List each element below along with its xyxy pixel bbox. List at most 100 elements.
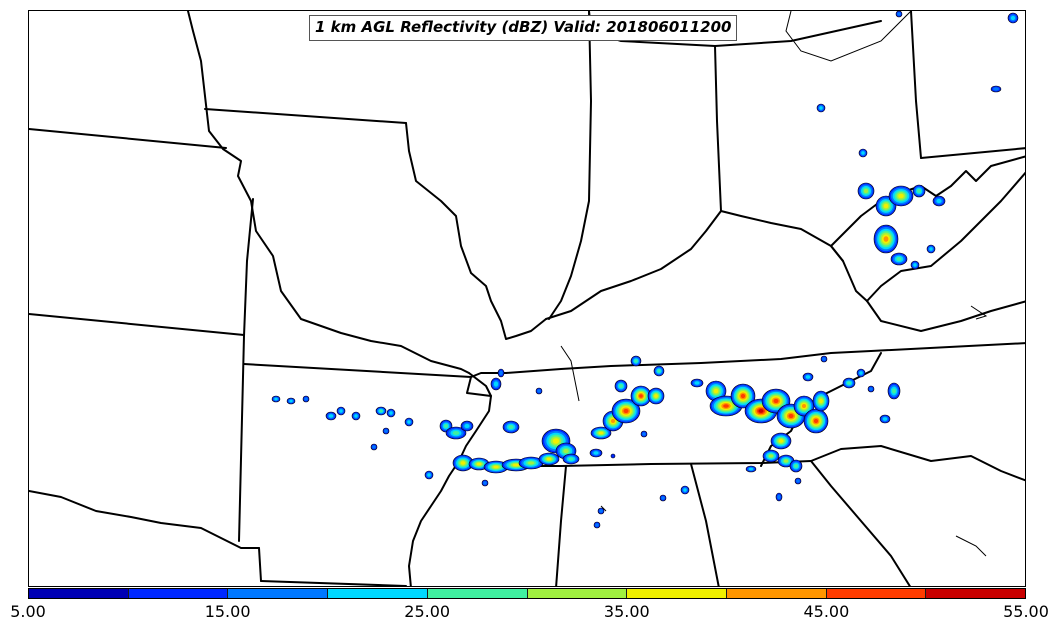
echo-cell	[883, 203, 889, 209]
echo-cell	[512, 463, 520, 467]
echo-cell	[802, 404, 806, 408]
echo-cell	[483, 481, 487, 485]
echo-cell	[476, 462, 482, 466]
echo-cell	[339, 409, 343, 413]
echo-cell	[654, 394, 658, 398]
echo-cell	[384, 429, 388, 433]
echo-cell	[379, 409, 383, 413]
echo-cell	[634, 359, 638, 363]
echo-cell	[598, 431, 604, 435]
echo-cell	[819, 106, 823, 110]
colorbar-segment	[328, 589, 428, 598]
colorbar-segment	[128, 589, 229, 598]
echo-cell	[595, 523, 599, 527]
echo-cell	[778, 439, 784, 443]
echo-cell	[783, 459, 789, 463]
map-title: 1 km AGL Reflectivity (dBZ) Valid: 20180…	[309, 15, 738, 41]
echo-cell	[740, 393, 746, 399]
echo-cell	[464, 423, 470, 429]
echo-cell	[552, 438, 560, 444]
echo-cell	[773, 398, 779, 404]
colorbar-tick-label: 35.00	[603, 602, 650, 621]
echo-cell	[869, 387, 873, 391]
echo-cell	[683, 488, 687, 492]
echo-cell	[694, 381, 700, 385]
echo-cell	[788, 413, 794, 419]
echo-cell	[407, 420, 411, 424]
echo-cell	[882, 417, 888, 421]
colorbar-tick-label: 55.00	[1003, 602, 1049, 621]
map-panel	[28, 10, 1026, 587]
echo-cell	[304, 397, 308, 401]
echo-cell	[805, 375, 811, 379]
colorbar-tick-label: 5.00	[10, 602, 46, 621]
echo-cell	[777, 494, 781, 500]
echo-cell	[639, 394, 643, 398]
echo-cell	[611, 419, 615, 423]
echo-cell	[913, 263, 917, 267]
echo-cell	[861, 151, 865, 155]
state-borders	[29, 11, 1025, 586]
echo-cell	[289, 399, 293, 403]
echo-cell	[444, 424, 448, 428]
echo-cell	[354, 414, 358, 418]
echo-cell	[427, 473, 431, 477]
echo-cell	[863, 188, 869, 194]
colorbar-segment	[726, 589, 827, 598]
echo-cell	[537, 389, 541, 393]
echo-cell	[508, 425, 514, 429]
colorbar-segment	[427, 589, 528, 598]
echo-cell	[623, 408, 629, 414]
echo-cell	[274, 397, 278, 401]
colorbar-tick-label: 15.00	[204, 602, 251, 621]
echo-cell	[768, 454, 774, 458]
colorbar-segment	[29, 589, 129, 598]
reflectivity-echoes	[271, 11, 1019, 529]
echo-cell	[599, 509, 603, 513]
echo-cell	[328, 414, 334, 418]
colorbar-segment	[826, 589, 927, 598]
echo-cell	[642, 432, 646, 436]
echo-cell	[892, 388, 896, 394]
rivers-and-lakes	[560, 11, 988, 557]
echo-cell	[610, 453, 616, 459]
echo-cell	[563, 448, 569, 454]
echo-cell	[896, 257, 902, 261]
colorbar-segment	[527, 589, 628, 598]
echo-cell	[898, 193, 904, 199]
echo-cell	[619, 384, 623, 388]
echo-cell	[568, 457, 574, 461]
echo-cell	[897, 12, 901, 16]
echo-cell	[813, 418, 819, 424]
echo-cell	[1010, 15, 1016, 21]
echo-cell	[493, 381, 499, 387]
echo-cell	[593, 451, 599, 455]
echo-cell	[657, 369, 661, 373]
echo-cell	[546, 457, 552, 461]
echo-cell	[917, 189, 921, 193]
colorbar-segment	[627, 589, 727, 598]
echo-cell	[661, 496, 665, 500]
echo-cell	[748, 467, 754, 471]
echo-cell	[993, 87, 999, 91]
echo-cell	[499, 370, 503, 376]
echo-cell	[713, 388, 719, 394]
echo-cell	[847, 381, 851, 385]
echo-cell	[819, 398, 823, 404]
echo-cell	[929, 247, 933, 251]
echo-cell	[859, 371, 863, 375]
echo-cell	[758, 409, 764, 413]
reflectivity-colorbar	[28, 588, 1026, 599]
echo-cell	[372, 445, 376, 449]
echo-cell	[460, 461, 466, 465]
echo-cell	[452, 431, 460, 435]
colorbar-tick-label: 45.00	[803, 602, 850, 621]
colorbar-segment	[926, 589, 1026, 598]
colorbar-segment	[228, 589, 329, 598]
colorbar-tick-label: 25.00	[404, 602, 451, 621]
echo-cell	[883, 236, 889, 242]
echo-cell	[822, 357, 826, 361]
echo-cell	[527, 461, 535, 465]
echo-cell	[936, 198, 942, 204]
map-canvas	[29, 11, 1025, 586]
